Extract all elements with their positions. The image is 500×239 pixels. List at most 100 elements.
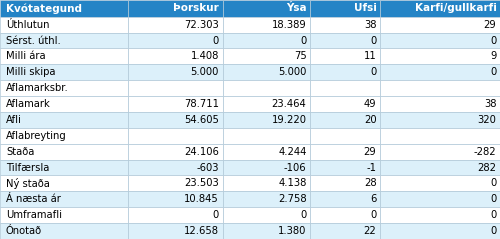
- Text: Sérst. úthl.: Sérst. úthl.: [6, 36, 61, 46]
- Text: Afli: Afli: [6, 115, 22, 125]
- Bar: [128, 128, 222, 144]
- Text: Aflamark: Aflamark: [6, 99, 51, 109]
- Bar: [380, 17, 500, 33]
- Bar: [0, 96, 128, 112]
- Bar: [380, 49, 500, 64]
- Text: 24.106: 24.106: [184, 147, 219, 157]
- Text: Kvótategund: Kvótategund: [6, 3, 82, 14]
- Text: 1.380: 1.380: [278, 226, 306, 236]
- Bar: [222, 207, 310, 223]
- Text: Milli skipa: Milli skipa: [6, 67, 56, 77]
- Text: Ný staða: Ný staða: [6, 178, 50, 189]
- Bar: [380, 64, 500, 80]
- Bar: [0, 80, 128, 96]
- Bar: [310, 191, 380, 207]
- Text: 0: 0: [213, 210, 219, 220]
- Text: 78.711: 78.711: [184, 99, 219, 109]
- Text: 20: 20: [364, 115, 376, 125]
- Text: -603: -603: [196, 163, 219, 173]
- Text: 28: 28: [364, 179, 376, 188]
- Text: -1: -1: [366, 163, 376, 173]
- Bar: [380, 207, 500, 223]
- Text: 5.000: 5.000: [278, 67, 306, 77]
- Bar: [128, 80, 222, 96]
- Text: 23.464: 23.464: [272, 99, 306, 109]
- Text: 0: 0: [490, 210, 496, 220]
- Bar: [128, 144, 222, 160]
- Bar: [128, 223, 222, 239]
- Bar: [0, 191, 128, 207]
- Bar: [0, 207, 128, 223]
- Bar: [222, 191, 310, 207]
- Text: 0: 0: [490, 36, 496, 46]
- Bar: [380, 0, 500, 17]
- Text: 0: 0: [370, 67, 376, 77]
- Text: Ónotað: Ónotað: [6, 226, 42, 236]
- Bar: [0, 112, 128, 128]
- Bar: [310, 112, 380, 128]
- Bar: [222, 112, 310, 128]
- Text: 23.503: 23.503: [184, 179, 219, 188]
- Text: 0: 0: [300, 210, 306, 220]
- Bar: [380, 175, 500, 191]
- Bar: [310, 33, 380, 49]
- Bar: [380, 80, 500, 96]
- Bar: [310, 64, 380, 80]
- Bar: [0, 49, 128, 64]
- Bar: [310, 144, 380, 160]
- Bar: [128, 160, 222, 175]
- Text: 9: 9: [490, 51, 496, 61]
- Bar: [380, 160, 500, 175]
- Text: Milli ára: Milli ára: [6, 51, 46, 61]
- Text: 0: 0: [300, 36, 306, 46]
- Text: 18.389: 18.389: [272, 20, 306, 30]
- Text: 282: 282: [478, 163, 496, 173]
- Text: 4.244: 4.244: [278, 147, 306, 157]
- Bar: [0, 128, 128, 144]
- Text: 38: 38: [484, 99, 496, 109]
- Bar: [222, 175, 310, 191]
- Bar: [128, 64, 222, 80]
- Text: Ufsi: Ufsi: [354, 3, 376, 13]
- Text: 22: 22: [364, 226, 376, 236]
- Text: 19.220: 19.220: [272, 115, 306, 125]
- Text: Tilfærsla: Tilfærsla: [6, 163, 50, 173]
- Text: 10.845: 10.845: [184, 194, 219, 204]
- Bar: [222, 96, 310, 112]
- Bar: [310, 223, 380, 239]
- Bar: [222, 128, 310, 144]
- Text: Aflamarksbr.: Aflamarksbr.: [6, 83, 69, 93]
- Text: Úthlutun: Úthlutun: [6, 20, 50, 30]
- Bar: [0, 33, 128, 49]
- Bar: [128, 207, 222, 223]
- Bar: [128, 17, 222, 33]
- Bar: [380, 96, 500, 112]
- Text: 0: 0: [490, 67, 496, 77]
- Bar: [380, 33, 500, 49]
- Bar: [380, 144, 500, 160]
- Bar: [128, 0, 222, 17]
- Bar: [310, 175, 380, 191]
- Text: 1.408: 1.408: [190, 51, 219, 61]
- Bar: [380, 191, 500, 207]
- Text: 54.605: 54.605: [184, 115, 219, 125]
- Text: 72.303: 72.303: [184, 20, 219, 30]
- Bar: [380, 223, 500, 239]
- Text: -106: -106: [284, 163, 306, 173]
- Bar: [128, 191, 222, 207]
- Bar: [222, 0, 310, 17]
- Text: Staða: Staða: [6, 147, 34, 157]
- Text: 6: 6: [370, 194, 376, 204]
- Bar: [222, 223, 310, 239]
- Text: 5.000: 5.000: [190, 67, 219, 77]
- Bar: [222, 80, 310, 96]
- Bar: [128, 49, 222, 64]
- Bar: [310, 49, 380, 64]
- Bar: [222, 17, 310, 33]
- Bar: [128, 175, 222, 191]
- Bar: [310, 207, 380, 223]
- Text: 12.658: 12.658: [184, 226, 219, 236]
- Bar: [0, 64, 128, 80]
- Text: 0: 0: [370, 36, 376, 46]
- Bar: [128, 112, 222, 128]
